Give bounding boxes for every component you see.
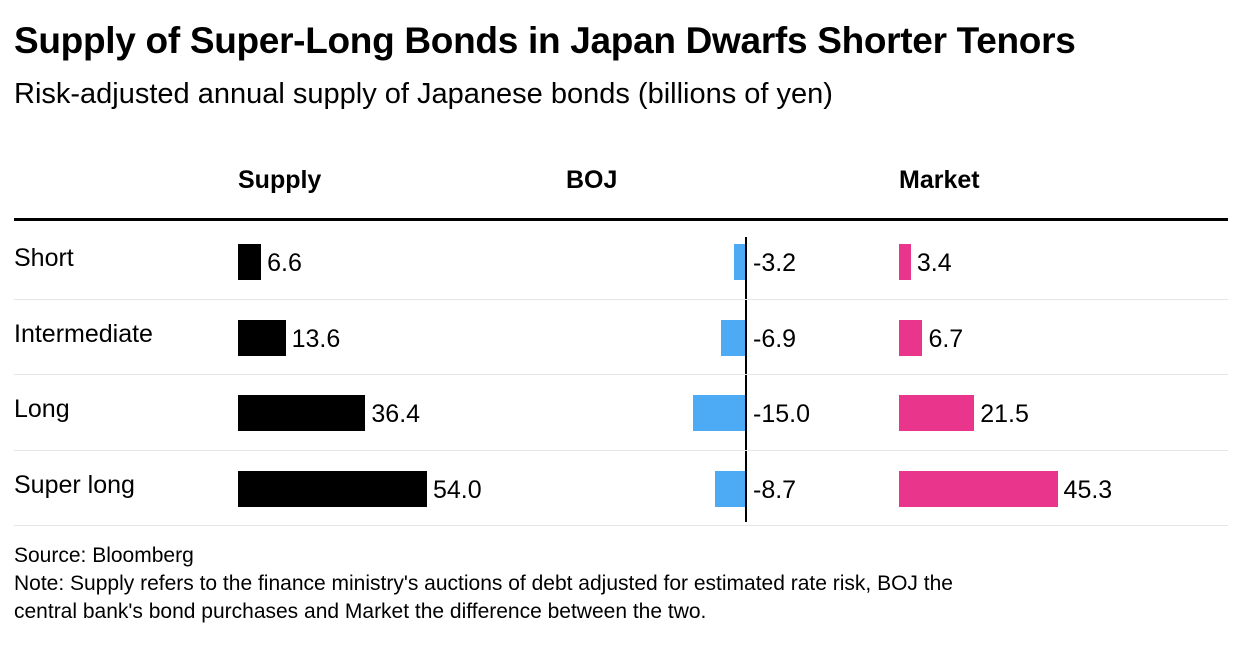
market-value-long: 21.5 [980,400,1029,428]
market-bar-short [899,244,911,280]
boj-bar-intermediate [720,319,745,356]
row-label-short: Short [14,244,74,272]
market-bar-intermediate [899,319,923,356]
footnote-line-2: central bank's bond purchases and Market… [14,600,707,623]
market-value-short: 3.4 [916,249,952,277]
row-separator [14,298,1228,300]
row-separator [14,525,1228,526]
supply-value-super-long: 54.0 [433,475,482,504]
row-label-long: Long [14,395,70,423]
chart-title: Supply of Super-Long Bonds in Japan Dwar… [14,20,1076,61]
boj-value-short: -3.2 [753,249,797,277]
boj-bar-super-long [714,470,745,507]
boj-bar-short [733,244,745,280]
supply-value-intermediate: 13.6 [291,324,341,353]
supply-bar-super-long [238,470,427,507]
market-bar-long [899,395,975,431]
row-label-super-long: Super long [14,470,135,499]
chart-footer: Source: Bloomberg Note: Supply refers to… [14,542,953,626]
boj-zero-axis [745,237,747,522]
supply-bar-long [238,395,366,431]
row-separator [14,374,1228,375]
column-header-boj: BOJ [566,166,618,194]
header-rule [14,218,1228,221]
footnote-line-1: Note: Supply refers to the finance minis… [14,572,953,595]
row-label-intermediate: Intermediate [14,319,153,348]
supply-value-long: 36.4 [371,400,421,428]
column-header-market: Market [899,166,980,194]
market-bar-super-long [899,470,1058,507]
market-value-super-long: 45.3 [1063,475,1113,504]
boj-value-intermediate: -6.9 [753,324,797,353]
source-note: Source: Bloomberg [14,544,194,567]
boj-bar-long [692,395,745,431]
column-header-supply: Supply [238,166,322,194]
supply-value-short: 6.6 [267,249,302,277]
market-value-intermediate: 6.7 [928,324,964,353]
supply-bar-short [238,244,262,280]
chart-subtitle: Risk-adjusted annual supply of Japanese … [14,78,833,110]
boj-value-super-long: -8.7 [753,475,797,504]
supply-bar-intermediate [238,319,286,356]
row-separator [14,449,1228,451]
boj-value-long: -15.0 [753,400,810,428]
